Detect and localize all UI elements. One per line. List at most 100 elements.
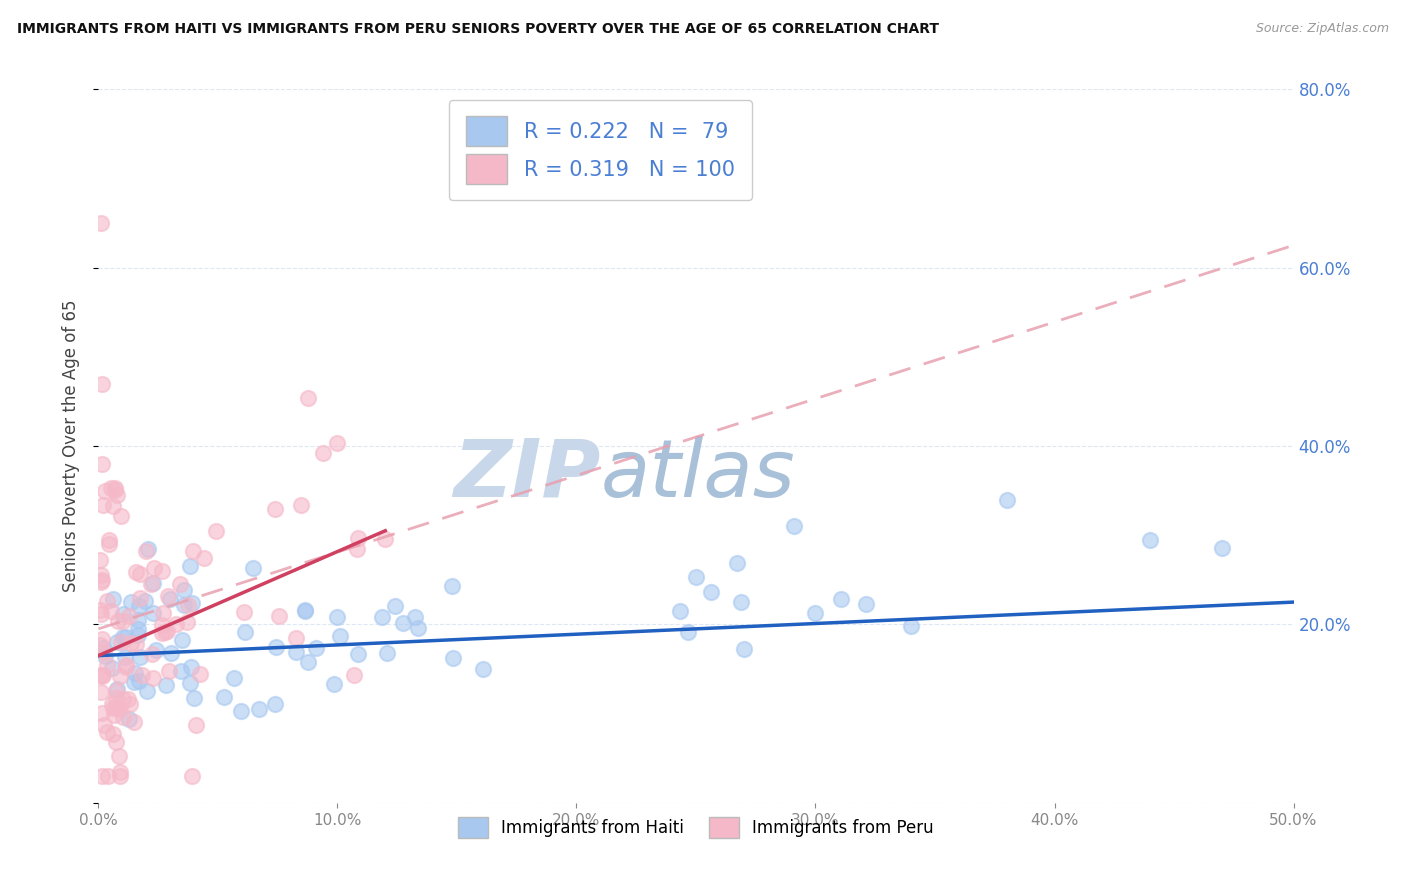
Point (156, 624, 179, 638)
Point (108, 769, 131, 783)
Point (89, 638, 111, 652)
Point (141, 577, 163, 591)
Point (127, 622, 149, 636)
Point (103, 701, 125, 715)
Point (101, 499, 124, 513)
Point (172, 632, 194, 647)
Point (125, 565, 148, 579)
Point (91, 457, 114, 471)
Point (100, 481, 122, 495)
Point (142, 606, 165, 620)
Point (90, 573, 112, 587)
Point (322, 677, 344, 691)
Point (90, 376, 112, 391)
Point (142, 575, 165, 590)
Legend: Immigrants from Haiti, Immigrants from Peru: Immigrants from Haiti, Immigrants from P… (451, 811, 941, 845)
Point (443, 650, 465, 665)
Point (111, 607, 134, 622)
Point (184, 718, 207, 732)
Point (183, 690, 205, 705)
Point (179, 559, 201, 574)
Point (97, 769, 120, 783)
Point (91, 769, 114, 783)
Point (173, 598, 195, 612)
Point (212, 690, 235, 704)
Point (94, 483, 117, 498)
Point (112, 630, 135, 644)
Point (153, 624, 176, 639)
Point (124, 715, 146, 730)
Point (297, 656, 319, 670)
Point (204, 524, 226, 538)
Point (169, 577, 191, 591)
Point (117, 712, 139, 726)
Point (101, 591, 124, 606)
Point (104, 690, 127, 705)
Point (114, 658, 136, 673)
Point (108, 669, 131, 683)
Point (472, 662, 495, 676)
Point (294, 604, 316, 618)
Point (733, 642, 755, 657)
Point (101, 727, 124, 741)
Y-axis label: Seniors Poverty Over the Age of 65: Seniors Poverty Over the Age of 65 (62, 300, 80, 592)
Point (176, 598, 198, 612)
Text: ZIP: ZIP (453, 435, 600, 514)
Point (374, 532, 396, 546)
Point (122, 674, 145, 689)
Point (112, 710, 135, 724)
Point (384, 599, 406, 613)
Point (143, 561, 166, 575)
Point (173, 583, 195, 598)
Point (285, 632, 308, 646)
Point (155, 678, 177, 692)
Point (152, 564, 174, 578)
Point (89, 553, 111, 567)
Point (89, 667, 111, 681)
Point (90, 669, 112, 683)
Point (115, 630, 138, 644)
Point (124, 665, 146, 680)
Point (105, 681, 128, 696)
Point (90, 574, 112, 589)
Point (128, 649, 150, 664)
Point (120, 595, 142, 609)
Point (136, 683, 159, 698)
Point (112, 614, 135, 628)
Point (105, 488, 128, 502)
Point (297, 391, 319, 405)
Point (159, 592, 181, 607)
Point (91, 632, 114, 647)
Text: IMMIGRANTS FROM HAITI VS IMMIGRANTS FROM PERU SENIORS POVERTY OVER THE AGE OF 65: IMMIGRANTS FROM HAITI VS IMMIGRANTS FROM… (17, 22, 939, 37)
Point (150, 617, 173, 632)
Point (105, 634, 128, 648)
Point (159, 646, 181, 660)
Point (127, 628, 149, 642)
Point (1211, 541, 1233, 555)
Point (179, 676, 201, 690)
Point (96, 725, 118, 739)
Point (117, 691, 139, 706)
Point (347, 647, 370, 661)
Point (103, 708, 125, 723)
Point (346, 541, 368, 556)
Point (96, 658, 118, 673)
Point (90, 607, 112, 621)
Point (108, 765, 131, 780)
Point (98, 533, 121, 547)
Point (128, 599, 150, 613)
Point (190, 666, 212, 681)
Point (89, 603, 111, 617)
Point (110, 634, 132, 648)
Point (285, 645, 308, 659)
Point (96, 593, 118, 607)
Point (326, 435, 349, 450)
Point (406, 621, 429, 635)
Point (830, 592, 852, 607)
Point (135, 544, 157, 558)
Point (105, 699, 128, 714)
Point (110, 702, 132, 716)
Point (267, 609, 290, 624)
Point (170, 664, 193, 678)
Point (347, 531, 370, 545)
